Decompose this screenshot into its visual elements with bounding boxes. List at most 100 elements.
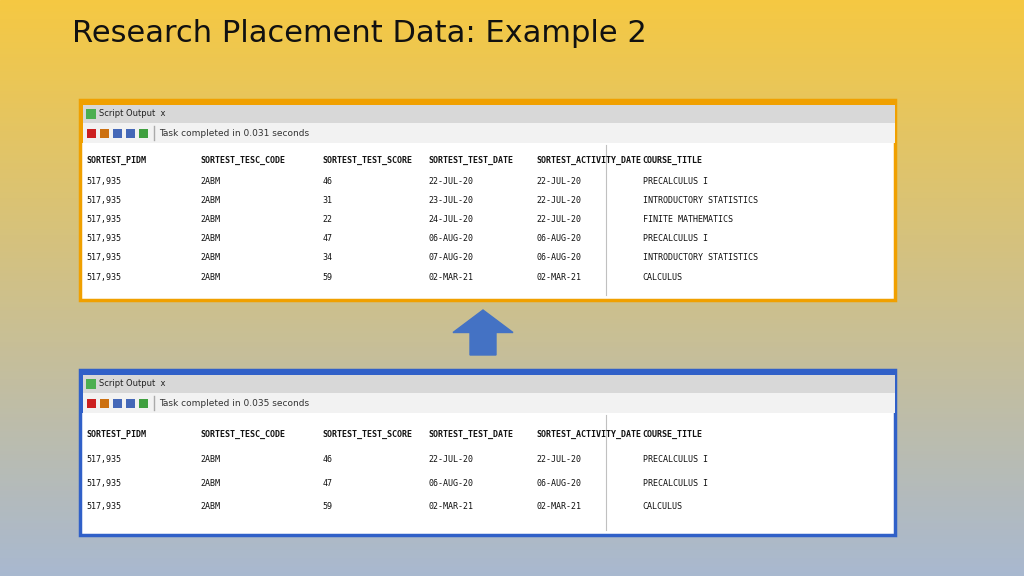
Bar — [0, 550, 1024, 553]
Bar — [0, 124, 1024, 127]
Bar — [0, 138, 1024, 141]
Text: COURSE_TITLE: COURSE_TITLE — [643, 156, 702, 165]
Bar — [0, 101, 1024, 104]
Bar — [0, 314, 1024, 317]
Bar — [0, 521, 1024, 524]
Bar — [0, 210, 1024, 213]
Text: 2ABM: 2ABM — [200, 502, 220, 511]
Bar — [0, 400, 1024, 403]
Bar — [0, 279, 1024, 282]
Bar — [0, 181, 1024, 184]
Bar — [0, 49, 1024, 52]
Bar — [0, 81, 1024, 84]
Bar — [0, 420, 1024, 423]
Bar — [0, 112, 1024, 115]
Bar — [0, 259, 1024, 262]
Bar — [0, 472, 1024, 475]
Bar — [0, 553, 1024, 556]
Bar — [0, 213, 1024, 216]
Bar — [0, 144, 1024, 147]
Bar — [0, 406, 1024, 409]
Bar — [0, 46, 1024, 49]
Bar — [0, 311, 1024, 314]
Bar — [0, 510, 1024, 513]
Bar — [0, 251, 1024, 253]
Text: 06-AUG-20: 06-AUG-20 — [428, 479, 473, 488]
Bar — [0, 455, 1024, 458]
Bar — [0, 245, 1024, 248]
Bar — [0, 291, 1024, 294]
Bar — [0, 40, 1024, 43]
Bar — [0, 60, 1024, 63]
Text: 47: 47 — [323, 234, 333, 243]
Bar — [0, 469, 1024, 472]
Bar — [80, 393, 895, 413]
Bar — [0, 63, 1024, 66]
Bar — [0, 207, 1024, 210]
Text: 2ABM: 2ABM — [200, 272, 220, 282]
Bar — [0, 167, 1024, 170]
Text: COURSE_TITLE: COURSE_TITLE — [643, 430, 702, 439]
Bar — [0, 276, 1024, 279]
Bar — [0, 135, 1024, 138]
Bar — [0, 490, 1024, 492]
Bar — [0, 331, 1024, 334]
Bar — [0, 533, 1024, 536]
Polygon shape — [453, 310, 513, 355]
Bar — [0, 158, 1024, 161]
Text: 22-JUL-20: 22-JUL-20 — [537, 215, 582, 224]
Text: 517,935: 517,935 — [87, 272, 122, 282]
Text: PRECALCULUS I: PRECALCULUS I — [643, 456, 708, 464]
Bar — [0, 109, 1024, 112]
Bar — [0, 43, 1024, 46]
Bar — [0, 233, 1024, 236]
Text: 22-JUL-20: 22-JUL-20 — [537, 196, 582, 205]
Bar — [0, 403, 1024, 406]
Text: SORTEST_TESC_CODE: SORTEST_TESC_CODE — [200, 156, 285, 165]
Bar — [86, 379, 96, 389]
Bar — [0, 386, 1024, 389]
Bar — [0, 121, 1024, 124]
Bar — [0, 274, 1024, 276]
Bar — [0, 524, 1024, 527]
Bar — [0, 395, 1024, 397]
Bar — [0, 294, 1024, 297]
Bar — [0, 216, 1024, 219]
Text: 22-JUL-20: 22-JUL-20 — [428, 177, 473, 186]
Bar — [0, 164, 1024, 167]
Bar — [0, 363, 1024, 366]
Bar — [80, 105, 83, 123]
Bar — [0, 72, 1024, 75]
Bar — [0, 14, 1024, 17]
Text: FINITE MATHEMATICS: FINITE MATHEMATICS — [643, 215, 733, 224]
Bar — [0, 32, 1024, 35]
Text: 2ABM: 2ABM — [200, 196, 220, 205]
Bar — [0, 256, 1024, 259]
Bar — [80, 393, 83, 413]
Bar — [0, 452, 1024, 455]
Bar — [0, 78, 1024, 81]
Bar — [0, 300, 1024, 302]
Text: 34: 34 — [323, 253, 333, 263]
Bar — [0, 219, 1024, 222]
Bar — [0, 334, 1024, 337]
Text: 2ABM: 2ABM — [200, 177, 220, 186]
Text: Script Output  x: Script Output x — [99, 380, 166, 388]
Text: 22-JUL-20: 22-JUL-20 — [428, 456, 473, 464]
Bar — [0, 501, 1024, 504]
Bar — [0, 228, 1024, 230]
Text: 02-MAR-21: 02-MAR-21 — [537, 502, 582, 511]
Text: 517,935: 517,935 — [87, 196, 122, 205]
Bar — [80, 375, 895, 393]
Bar — [87, 399, 96, 408]
Bar — [0, 0, 1024, 3]
Bar — [0, 242, 1024, 245]
Text: 06-AUG-20: 06-AUG-20 — [428, 234, 473, 243]
Bar — [0, 29, 1024, 32]
Bar — [80, 123, 895, 143]
Bar — [0, 539, 1024, 541]
Bar — [0, 75, 1024, 78]
Text: 517,935: 517,935 — [87, 479, 122, 488]
Bar — [0, 184, 1024, 187]
Bar — [0, 559, 1024, 562]
